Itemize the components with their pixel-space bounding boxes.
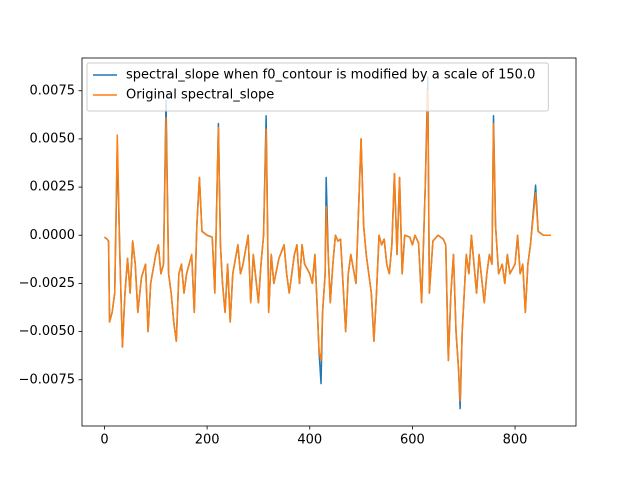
y-tick-label: −0.0075 xyxy=(19,372,75,387)
legend: spectral_slope when f0_contour is modifi… xyxy=(86,62,549,112)
y-tick-label: 0.0000 xyxy=(30,228,76,243)
x-tick-label: 0 xyxy=(100,433,108,448)
x-tick-label: 400 xyxy=(297,433,322,448)
y-tick-label: 0.0050 xyxy=(30,131,76,146)
y-tick-label: 0.0025 xyxy=(30,180,76,195)
x-tick-label: 200 xyxy=(195,433,220,448)
series-line xyxy=(103,90,551,402)
y-tick-label: −0.0025 xyxy=(19,276,75,291)
x-tick-label: 600 xyxy=(400,433,425,448)
x-tick-label: 800 xyxy=(503,433,528,448)
legend-label: spectral_slope when f0_contour is modifi… xyxy=(126,68,535,83)
legend-label: Original spectral_slope xyxy=(126,88,274,103)
y-tick-label: 0.0075 xyxy=(30,83,76,98)
legend-box xyxy=(86,62,549,112)
axes-frame xyxy=(81,57,577,427)
plot-area xyxy=(103,76,551,410)
y-tick-label: −0.0050 xyxy=(19,324,75,339)
